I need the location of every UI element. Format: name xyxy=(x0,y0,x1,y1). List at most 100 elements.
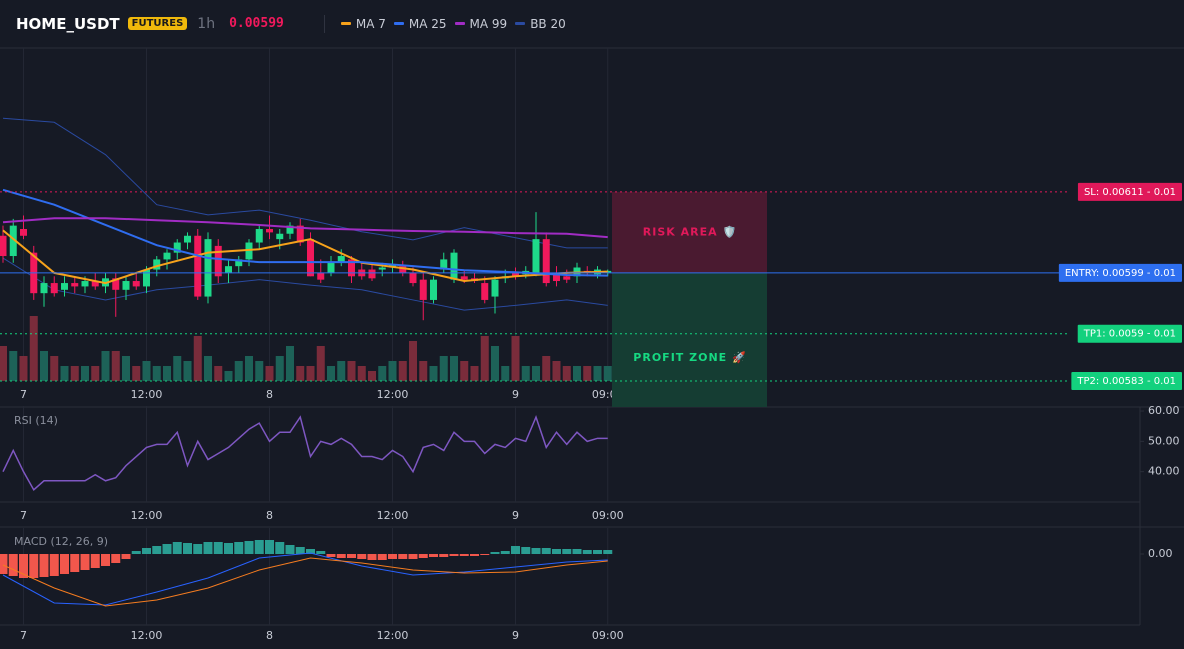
volume-bar xyxy=(347,361,356,381)
x-tick-label: 09:00 xyxy=(592,629,624,642)
macd-histogram xyxy=(480,554,490,555)
macd-histogram xyxy=(203,542,213,554)
order-label: TP1: 0.0059 - 0.01 xyxy=(1083,329,1176,340)
legend-swatch xyxy=(454,22,465,25)
candle-body xyxy=(245,242,253,260)
volume-bar xyxy=(214,366,223,381)
symbol[interactable]: HOME_USDT xyxy=(16,14,120,33)
volume-bar xyxy=(19,356,28,381)
volume-bar xyxy=(542,356,551,381)
candle-body xyxy=(378,267,386,270)
candle-body xyxy=(122,281,130,290)
macd-histogram xyxy=(265,540,274,554)
macd-histogram xyxy=(388,554,397,559)
candle-body xyxy=(307,239,314,277)
candle-body xyxy=(553,272,560,282)
candle-body xyxy=(132,281,140,287)
macd-histogram xyxy=(326,554,336,557)
x-tick-label: 09:00 xyxy=(592,509,624,522)
volume-bar xyxy=(429,366,438,381)
x-tick-label: 9 xyxy=(512,388,519,401)
legend-item[interactable]: BB 20 xyxy=(515,17,566,31)
volume-bar xyxy=(183,361,192,381)
volume-bar xyxy=(234,361,243,381)
candle-body xyxy=(409,272,417,284)
volume-bar xyxy=(101,351,110,381)
volume-bar xyxy=(91,366,100,381)
volume-bar xyxy=(163,366,171,381)
legend-item[interactable]: MA 7 xyxy=(340,17,386,31)
x-tick-label: 9 xyxy=(512,509,519,522)
order-label: TP2: 0.00583 - 0.01 xyxy=(1076,376,1176,387)
macd-histogram xyxy=(60,554,69,574)
macd-histogram xyxy=(90,554,100,568)
volume-bar xyxy=(111,351,120,381)
macd-histogram xyxy=(572,549,582,554)
legend-item[interactable]: MA 25 xyxy=(393,16,447,31)
volume-bar xyxy=(439,356,448,381)
volume-bar xyxy=(9,351,18,381)
legend-item[interactable]: MA 99 xyxy=(454,17,507,31)
candle-body xyxy=(225,266,232,273)
macd-histogram xyxy=(357,554,367,559)
macd-histogram xyxy=(552,549,561,554)
x-tick-label: 9 xyxy=(512,629,519,642)
volume-bar xyxy=(398,361,407,381)
volume-bar xyxy=(224,371,233,381)
volume-bar xyxy=(0,346,7,381)
candle-body xyxy=(450,252,458,280)
candle-body xyxy=(368,269,376,279)
order-label: ENTRY: 0.00599 - 0.01 xyxy=(1065,268,1176,279)
x-tick-label: 7 xyxy=(20,388,27,401)
volume-bar xyxy=(573,366,581,381)
order-tag xyxy=(1077,182,1182,201)
volume-bar xyxy=(511,336,520,381)
candle-body xyxy=(50,283,58,294)
last-price: 0.00599 xyxy=(229,16,284,31)
volume-bar xyxy=(388,361,397,381)
volume-bar xyxy=(327,366,335,381)
x-tick-label: 8 xyxy=(266,629,273,642)
order-tag xyxy=(1071,372,1182,390)
profit-zone xyxy=(612,272,767,407)
zone-label: PROFIT ZONE 🚀 xyxy=(633,351,746,364)
candle-body xyxy=(563,276,571,280)
x-tick-label: 8 xyxy=(266,388,273,401)
macd-histogram xyxy=(101,554,110,566)
volume-bar xyxy=(286,346,294,381)
macd-histogram xyxy=(295,547,305,554)
macd-histogram xyxy=(347,554,356,558)
candle-body xyxy=(235,259,243,267)
separator xyxy=(323,14,325,33)
volume-bar xyxy=(470,366,479,381)
interval[interactable]: 1h xyxy=(197,15,216,32)
legend-label: MA 25 xyxy=(408,16,447,31)
candle-body xyxy=(542,239,550,284)
volume-bar xyxy=(419,361,428,381)
candle-body xyxy=(296,225,304,243)
candle-body xyxy=(61,283,68,290)
volume-bar xyxy=(60,366,69,381)
volume-bar xyxy=(501,366,510,381)
candle-body xyxy=(194,235,202,297)
macd-line xyxy=(2,557,608,607)
x-tick-label: 12:00 xyxy=(377,629,409,642)
zone-label: RISK AREA 🛡️ xyxy=(643,225,737,238)
volume-bar xyxy=(603,366,612,381)
volume-bar xyxy=(521,366,530,381)
macd-histogram xyxy=(429,554,438,557)
volume-bar xyxy=(152,366,161,381)
volume-bar xyxy=(296,366,305,381)
macd-histogram xyxy=(418,554,428,558)
macd-histogram xyxy=(49,554,59,576)
candle-body xyxy=(327,262,335,273)
volume-bar xyxy=(29,316,38,381)
candle-body xyxy=(163,252,171,260)
x-tick-label: 12:00 xyxy=(131,509,163,522)
volume-bar xyxy=(173,356,182,381)
candle-body xyxy=(153,259,161,270)
volume-bar xyxy=(378,366,387,381)
macd-histogram xyxy=(306,549,315,554)
